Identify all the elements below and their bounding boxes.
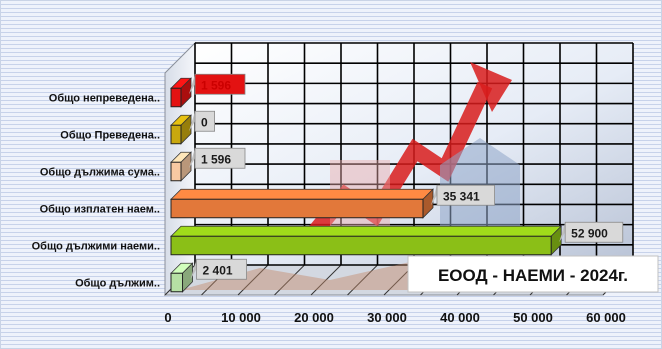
bar (170, 235, 552, 256)
x-tick-label: 40 000 (440, 310, 480, 325)
data-label-box (194, 147, 246, 169)
grid-line-floor (310, 264, 342, 296)
grid-line-floor (237, 264, 269, 296)
category-label: Общо непреведена.. (49, 93, 160, 105)
x-tick-label: 20 000 (294, 310, 334, 325)
data-label-pointer (559, 222, 566, 243)
data-label: 1 596 (201, 78, 231, 92)
data-label: 35 341 (443, 189, 480, 203)
chart-title: ЕООД - НАЕМИ - 2024г. (438, 266, 628, 285)
data-label: 0 (201, 115, 208, 129)
category-label: Общо дължим.. (75, 278, 160, 290)
grid-line-floor (347, 264, 378, 296)
data-label: 52 900 (571, 226, 608, 240)
category-label: Общо изплатен наем.. (40, 204, 160, 216)
x-tick-label: 50 000 (513, 310, 553, 325)
category-label: Общо Преведена.. (60, 130, 160, 142)
data-label-pointer (430, 185, 437, 206)
data-label-box (436, 184, 495, 206)
money-icon (180, 262, 410, 290)
bar (170, 161, 182, 182)
data-label-box (564, 221, 624, 243)
bar (170, 87, 182, 108)
data-label-pointer (189, 74, 195, 95)
bar (170, 272, 184, 293)
data-label: 2 401 (203, 263, 233, 277)
bar (170, 124, 182, 145)
arrow-head-icon (470, 62, 512, 112)
grid-line-floor (274, 264, 305, 296)
bar-top (170, 188, 434, 200)
category-label: Общо дължима сума.. (40, 167, 160, 179)
bar (170, 198, 424, 219)
data-label: 1 596 (201, 152, 231, 166)
bar-top (170, 225, 563, 237)
data-label-pointer (190, 259, 197, 280)
x-tick-label: 10 000 (221, 310, 261, 325)
data-label-box (194, 110, 216, 132)
data-label-box (196, 258, 247, 280)
title-box (407, 255, 659, 293)
x-tick-label: 0 (164, 310, 171, 325)
data-label-box (194, 73, 246, 95)
x-tick-label: 60 000 (586, 310, 626, 325)
data-label-pointer (189, 111, 195, 132)
data-label-pointer (189, 148, 195, 169)
category-label: Общо дължими наеми.. (32, 241, 160, 253)
x-tick-label: 30 000 (367, 310, 407, 325)
